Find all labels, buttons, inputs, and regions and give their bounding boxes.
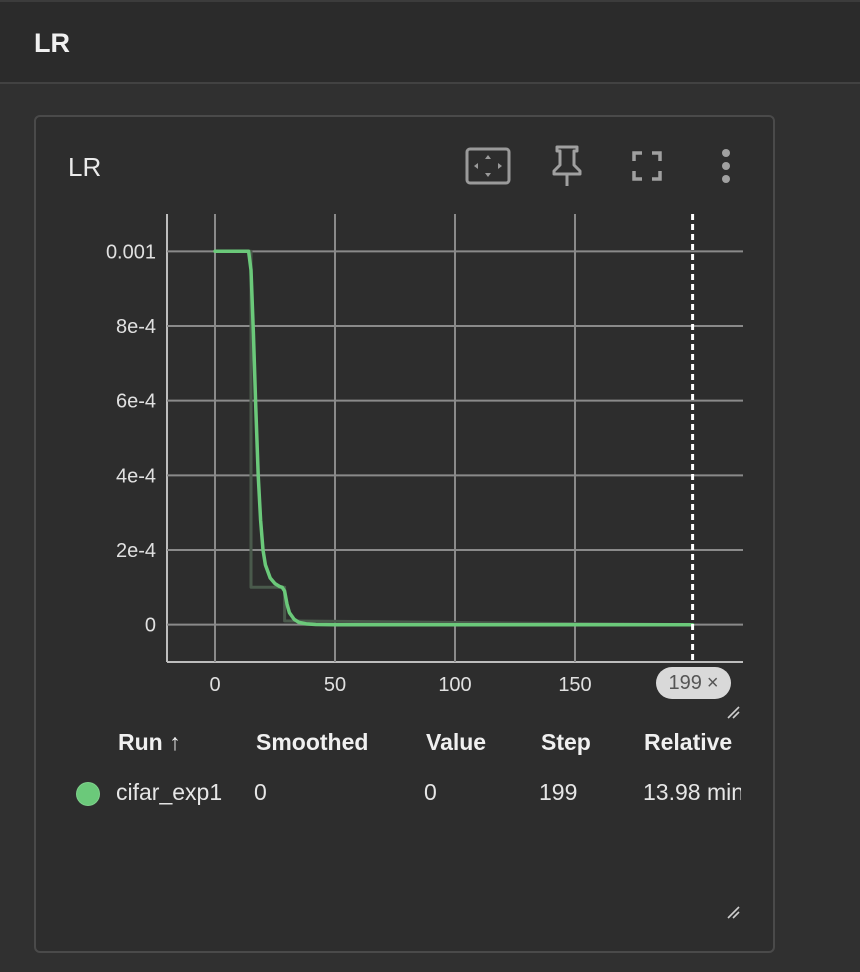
lr-line-chart[interactable]: 0 50 100 150 0 2e-4 4e-4 6e-4 8e-4 0.001 — [36, 117, 773, 717]
x-tick-label: 50 — [324, 674, 346, 696]
y-tick-label: 2e-4 — [116, 540, 156, 562]
card-title: LR — [68, 152, 102, 182]
close-icon[interactable]: × — [706, 671, 719, 694]
column-header-smoothed[interactable]: Smoothed — [256, 729, 369, 755]
column-header-run[interactable]: Run ↑ — [118, 729, 181, 755]
group-header[interactable]: LR — [0, 0, 860, 84]
value-cell: 0 — [424, 779, 437, 805]
column-header-relative[interactable]: Relative — [644, 729, 733, 755]
y-tick-label: 8e-4 — [116, 316, 156, 338]
y-tick-label: 0.001 — [106, 241, 156, 263]
step-badge-label: 199 — [668, 671, 702, 694]
x-tick-label: 150 — [558, 674, 591, 696]
group-title: LR — [34, 28, 70, 58]
pin-button[interactable] — [539, 141, 595, 191]
relative-time-cell: 13.98 min — [643, 779, 741, 805]
smoothed-series-line — [213, 249, 695, 627]
fit-domain-icon — [465, 147, 511, 185]
raw-series-line — [213, 249, 695, 627]
step-badge[interactable]: 199 × — [656, 667, 731, 699]
smoothed-value-cell: 0 — [254, 779, 267, 805]
card-resize-handle-icon[interactable] — [726, 905, 740, 919]
fullscreen-icon — [632, 151, 662, 181]
y-tick-label: 4e-4 — [116, 465, 156, 487]
run-name-cell: cifar_exp1 — [116, 779, 223, 805]
more-menu-button[interactable] — [698, 141, 754, 191]
pin-icon — [552, 145, 582, 186]
x-tick-label: 0 — [209, 674, 220, 696]
column-header-value[interactable]: Value — [426, 729, 487, 755]
fit-domain-button[interactable] — [460, 141, 516, 191]
chart-resize-handle-icon[interactable] — [726, 705, 740, 719]
y-tick-label: 0 — [145, 615, 156, 637]
more-vert-icon — [722, 149, 730, 183]
column-header-step[interactable]: Step — [541, 729, 591, 755]
step-cell: 199 — [539, 779, 578, 805]
scalar-card: LR — [34, 115, 775, 953]
x-tick-label: 100 — [438, 674, 471, 696]
run-color-swatch — [76, 782, 100, 806]
fullscreen-button[interactable] — [619, 141, 675, 191]
y-tick-label: 6e-4 — [116, 391, 156, 413]
